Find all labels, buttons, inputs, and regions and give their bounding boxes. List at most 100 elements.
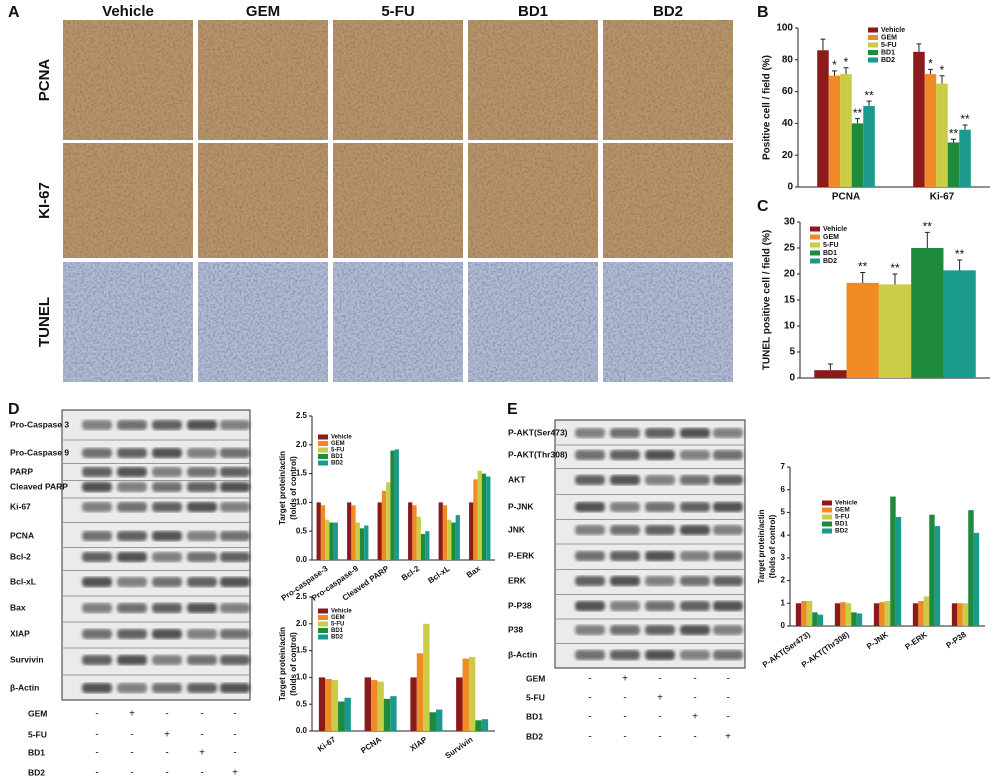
error-bar bbox=[831, 70, 837, 76]
blot-band bbox=[713, 625, 743, 635]
protein-label: PARP bbox=[10, 466, 33, 476]
y-axis-label: Target protein/actin bbox=[278, 627, 287, 701]
treatment-sign: + bbox=[199, 748, 205, 759]
protein-label: Ki-67 bbox=[10, 501, 31, 511]
y-tick-label: 40 bbox=[782, 118, 794, 129]
bar bbox=[462, 658, 469, 731]
legend-label: BD2 bbox=[823, 258, 837, 265]
y-tick-label: 25 bbox=[784, 243, 796, 254]
treatment-label: BD2 bbox=[28, 767, 45, 777]
treatment-sign: - bbox=[588, 712, 591, 723]
blot-band bbox=[220, 552, 250, 562]
error-bar bbox=[855, 118, 861, 124]
treatment-sign: - bbox=[233, 730, 236, 741]
bar bbox=[435, 709, 443, 731]
treatment-sign: + bbox=[692, 712, 698, 723]
protein-label: Bcl-2 bbox=[10, 551, 31, 561]
y-tick-label: 1.5 bbox=[296, 646, 308, 655]
x-tick-label: PCNA bbox=[359, 735, 383, 756]
x-tick-label: P-JNK bbox=[865, 630, 890, 651]
legend-swatch bbox=[318, 460, 328, 466]
treatment-sign: - bbox=[693, 674, 696, 685]
treatment-sign: - bbox=[623, 693, 626, 704]
y-tick-label: 1.0 bbox=[296, 673, 308, 682]
treatment-sign: - bbox=[95, 748, 98, 759]
legend-label: Vehicle bbox=[331, 609, 352, 615]
legend-swatch bbox=[810, 250, 820, 256]
error-bar bbox=[892, 273, 898, 285]
column-header: BD2 bbox=[653, 3, 683, 20]
legend-swatch bbox=[810, 242, 820, 248]
blot-band bbox=[187, 482, 217, 492]
blot-band bbox=[645, 625, 675, 635]
blot-band bbox=[187, 603, 217, 613]
micrograph-texture bbox=[198, 20, 328, 140]
legend-swatch bbox=[318, 441, 328, 446]
error-bar bbox=[916, 43, 922, 52]
bar bbox=[390, 696, 397, 731]
treatment-sign: - bbox=[95, 768, 98, 779]
bar bbox=[468, 657, 476, 731]
micrograph-texture bbox=[333, 143, 463, 258]
blot-band bbox=[187, 502, 217, 512]
bar bbox=[456, 677, 463, 731]
bar bbox=[923, 596, 930, 626]
blot-band bbox=[610, 576, 640, 586]
y-tick-label: 15 bbox=[784, 295, 796, 306]
y-tick-label: 2 bbox=[781, 576, 786, 585]
bar bbox=[968, 510, 974, 626]
error-bar bbox=[820, 38, 826, 51]
y-tick-label: 0 bbox=[789, 373, 795, 384]
legend-label: 5-FU bbox=[835, 514, 850, 521]
blot-band bbox=[680, 601, 710, 611]
treatment-sign: - bbox=[658, 674, 661, 685]
row-label: TUNEL bbox=[36, 297, 53, 347]
blot-band bbox=[152, 577, 182, 587]
blot-band bbox=[645, 576, 675, 586]
y-tick-label: 5 bbox=[789, 347, 795, 358]
legend-label: BD2 bbox=[331, 461, 344, 467]
blot-band bbox=[82, 552, 112, 562]
bar bbox=[846, 282, 879, 378]
x-tick-label: Bax bbox=[465, 564, 483, 580]
y-axis-label: TUNEL positive cell / field (%) bbox=[762, 230, 773, 370]
treatment-label: BD2 bbox=[526, 731, 543, 741]
x-tick-label: Bcl-xL bbox=[426, 564, 451, 585]
bar bbox=[845, 603, 852, 626]
bar bbox=[959, 129, 971, 187]
bar bbox=[814, 370, 847, 378]
panel-label: D bbox=[8, 401, 20, 418]
column-header: BD1 bbox=[518, 3, 548, 20]
bar bbox=[913, 51, 925, 187]
blot-band bbox=[610, 502, 640, 512]
blot-band bbox=[713, 650, 743, 660]
blot-band bbox=[82, 420, 112, 430]
significance-label: * bbox=[928, 57, 933, 71]
blot-band bbox=[575, 551, 605, 561]
legend-swatch bbox=[810, 226, 820, 232]
blot-band bbox=[220, 467, 250, 477]
x-tick-label: Ki-67 bbox=[930, 192, 955, 203]
bar bbox=[329, 522, 334, 560]
y-axis-label: (folds of control) bbox=[289, 632, 298, 696]
legend-label: GEM bbox=[331, 615, 345, 621]
blot-band bbox=[713, 475, 743, 485]
bar bbox=[806, 601, 813, 626]
treatment-sign: - bbox=[693, 732, 696, 743]
micrograph-texture bbox=[468, 20, 598, 140]
blot-band bbox=[713, 450, 743, 460]
blot-band bbox=[220, 502, 250, 512]
significance-label: ** bbox=[955, 247, 965, 261]
protein-label: PCNA bbox=[10, 530, 34, 540]
error-bar bbox=[962, 124, 968, 130]
significance-label: ** bbox=[853, 106, 863, 120]
blot-band bbox=[187, 683, 217, 693]
legend-swatch bbox=[318, 454, 328, 459]
protein-label: P-JNK bbox=[508, 501, 534, 511]
bar bbox=[469, 502, 474, 560]
blot-band bbox=[220, 577, 250, 587]
y-tick-label: 1.0 bbox=[296, 498, 308, 507]
bar bbox=[371, 680, 378, 731]
significance-label: * bbox=[940, 63, 945, 77]
blot-band bbox=[117, 531, 147, 541]
